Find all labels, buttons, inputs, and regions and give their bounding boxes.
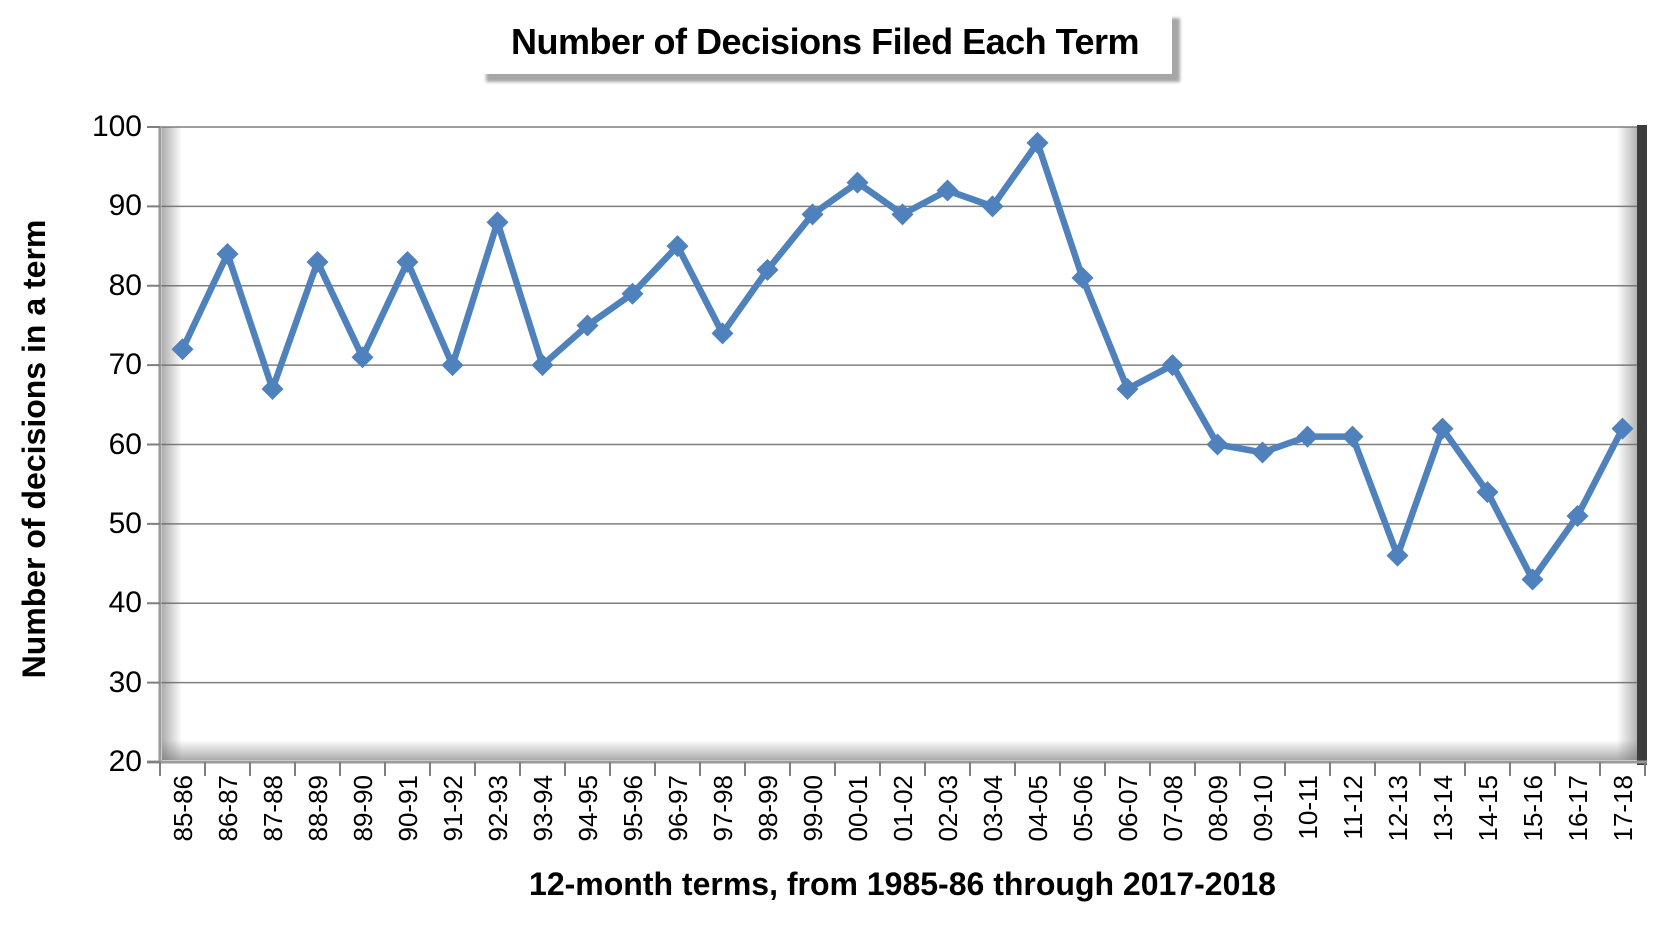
data-point-10-11 [1296, 425, 1319, 448]
data-point-92-93 [486, 211, 509, 234]
x-tick-label-09-10: 09-10 [1247, 775, 1278, 842]
x-tick-label-17-18: 17-18 [1607, 775, 1638, 842]
x-tick-label-12-13: 12-13 [1382, 775, 1413, 842]
x-tick-label-15-16: 15-16 [1517, 775, 1548, 842]
x-tick-label-05-06: 05-06 [1067, 775, 1098, 842]
data-point-87-88 [261, 377, 284, 400]
data-point-14-15 [1476, 481, 1499, 504]
data-point-08-09 [1206, 433, 1229, 456]
x-tick-label-00-01: 00-01 [842, 775, 873, 842]
data-point-09-10 [1251, 441, 1274, 464]
y-tick-label-80: 80 [108, 268, 142, 302]
x-tick-label-16-17: 16-17 [1562, 775, 1593, 842]
data-point-01-02 [891, 203, 914, 226]
x-tick-label-10-11: 10-11 [1292, 775, 1323, 840]
y-tick-label-70: 70 [108, 348, 142, 382]
x-tick-label-99-00: 99-00 [797, 775, 828, 842]
data-point-90-91 [396, 250, 419, 273]
plot-right-wall [1637, 125, 1647, 765]
data-point-13-14 [1431, 417, 1454, 440]
data-point-93-94 [531, 354, 554, 377]
data-point-96-97 [666, 235, 689, 258]
y-tick-label-50: 50 [108, 506, 142, 540]
data-point-85-86 [171, 338, 194, 361]
bevel-left [162, 127, 182, 760]
x-tick-label-96-97: 96-97 [662, 775, 693, 842]
x-tick-label-02-03: 02-03 [932, 775, 963, 842]
bevel-bottom [162, 740, 1643, 760]
x-tick-label-93-94: 93-94 [527, 775, 558, 842]
data-point-89-90 [351, 346, 374, 369]
y-tick-label-100: 100 [91, 110, 142, 143]
data-point-86-87 [216, 243, 239, 265]
x-tick-label-08-09: 08-09 [1202, 775, 1233, 842]
x-tick-label-04-05: 04-05 [1022, 775, 1053, 842]
y-tick-label-40: 40 [108, 586, 142, 620]
data-point-15-16 [1521, 568, 1544, 591]
x-tick-label-86-87: 86-87 [212, 775, 243, 842]
x-tick-label-01-02: 01-02 [887, 775, 918, 842]
x-tick-label-11-12: 11-12 [1337, 775, 1368, 840]
x-tick-label-88-89: 88-89 [302, 775, 333, 842]
data-point-95-96 [621, 282, 644, 305]
data-point-98-99 [756, 258, 779, 281]
x-tick-label-97-98: 97-98 [707, 775, 738, 842]
y-tick-label-20: 20 [108, 745, 142, 778]
y-tick-label-30: 30 [108, 665, 142, 699]
data-point-00-01 [846, 171, 869, 194]
data-point-88-89 [306, 250, 329, 273]
data-point-04-05 [1026, 131, 1049, 154]
x-tick-label-06-07: 06-07 [1112, 775, 1143, 842]
y-tick-label-60: 60 [108, 427, 142, 461]
x-tick-label-98-99: 98-99 [752, 775, 783, 842]
data-point-16-17 [1566, 504, 1589, 527]
x-tick-label-90-91: 90-91 [392, 775, 423, 842]
x-tick-label-87-88: 87-88 [257, 775, 288, 842]
x-axis-title: 12-month terms, from 1985-86 through 201… [529, 866, 1276, 902]
data-point-02-03 [936, 179, 959, 202]
y-tick-label-90: 90 [108, 189, 142, 223]
x-tick-label-94-95: 94-95 [572, 775, 603, 842]
x-tick-label-03-04: 03-04 [977, 775, 1008, 842]
data-point-17-18 [1611, 417, 1634, 440]
bevel-right [1617, 127, 1637, 760]
chart-title-box: Number of Decisions Filed Each Term [478, 10, 1172, 74]
x-tick-label-07-08: 07-08 [1157, 775, 1188, 842]
x-tick-label-14-15: 14-15 [1472, 775, 1503, 842]
x-tick-label-95-96: 95-96 [617, 775, 648, 842]
x-tick-label-92-93: 92-93 [482, 775, 513, 842]
data-point-05-06 [1071, 266, 1094, 289]
x-tick-label-13-14: 13-14 [1427, 775, 1458, 842]
data-point-97-98 [711, 322, 734, 345]
data-point-07-08 [1161, 354, 1184, 377]
data-point-94-95 [576, 314, 599, 337]
x-tick-label-91-92: 91-92 [437, 775, 468, 842]
data-point-91-92 [441, 354, 464, 377]
data-point-12-13 [1386, 544, 1409, 567]
chart-title: Number of Decisions Filed Each Term [511, 21, 1140, 62]
data-point-03-04 [981, 195, 1004, 218]
data-point-06-07 [1116, 377, 1139, 400]
data-point-11-12 [1341, 425, 1364, 448]
data-point-99-00 [801, 203, 824, 226]
x-tick-label-89-90: 89-90 [347, 775, 378, 842]
x-tick-label-85-86: 85-86 [167, 775, 198, 842]
